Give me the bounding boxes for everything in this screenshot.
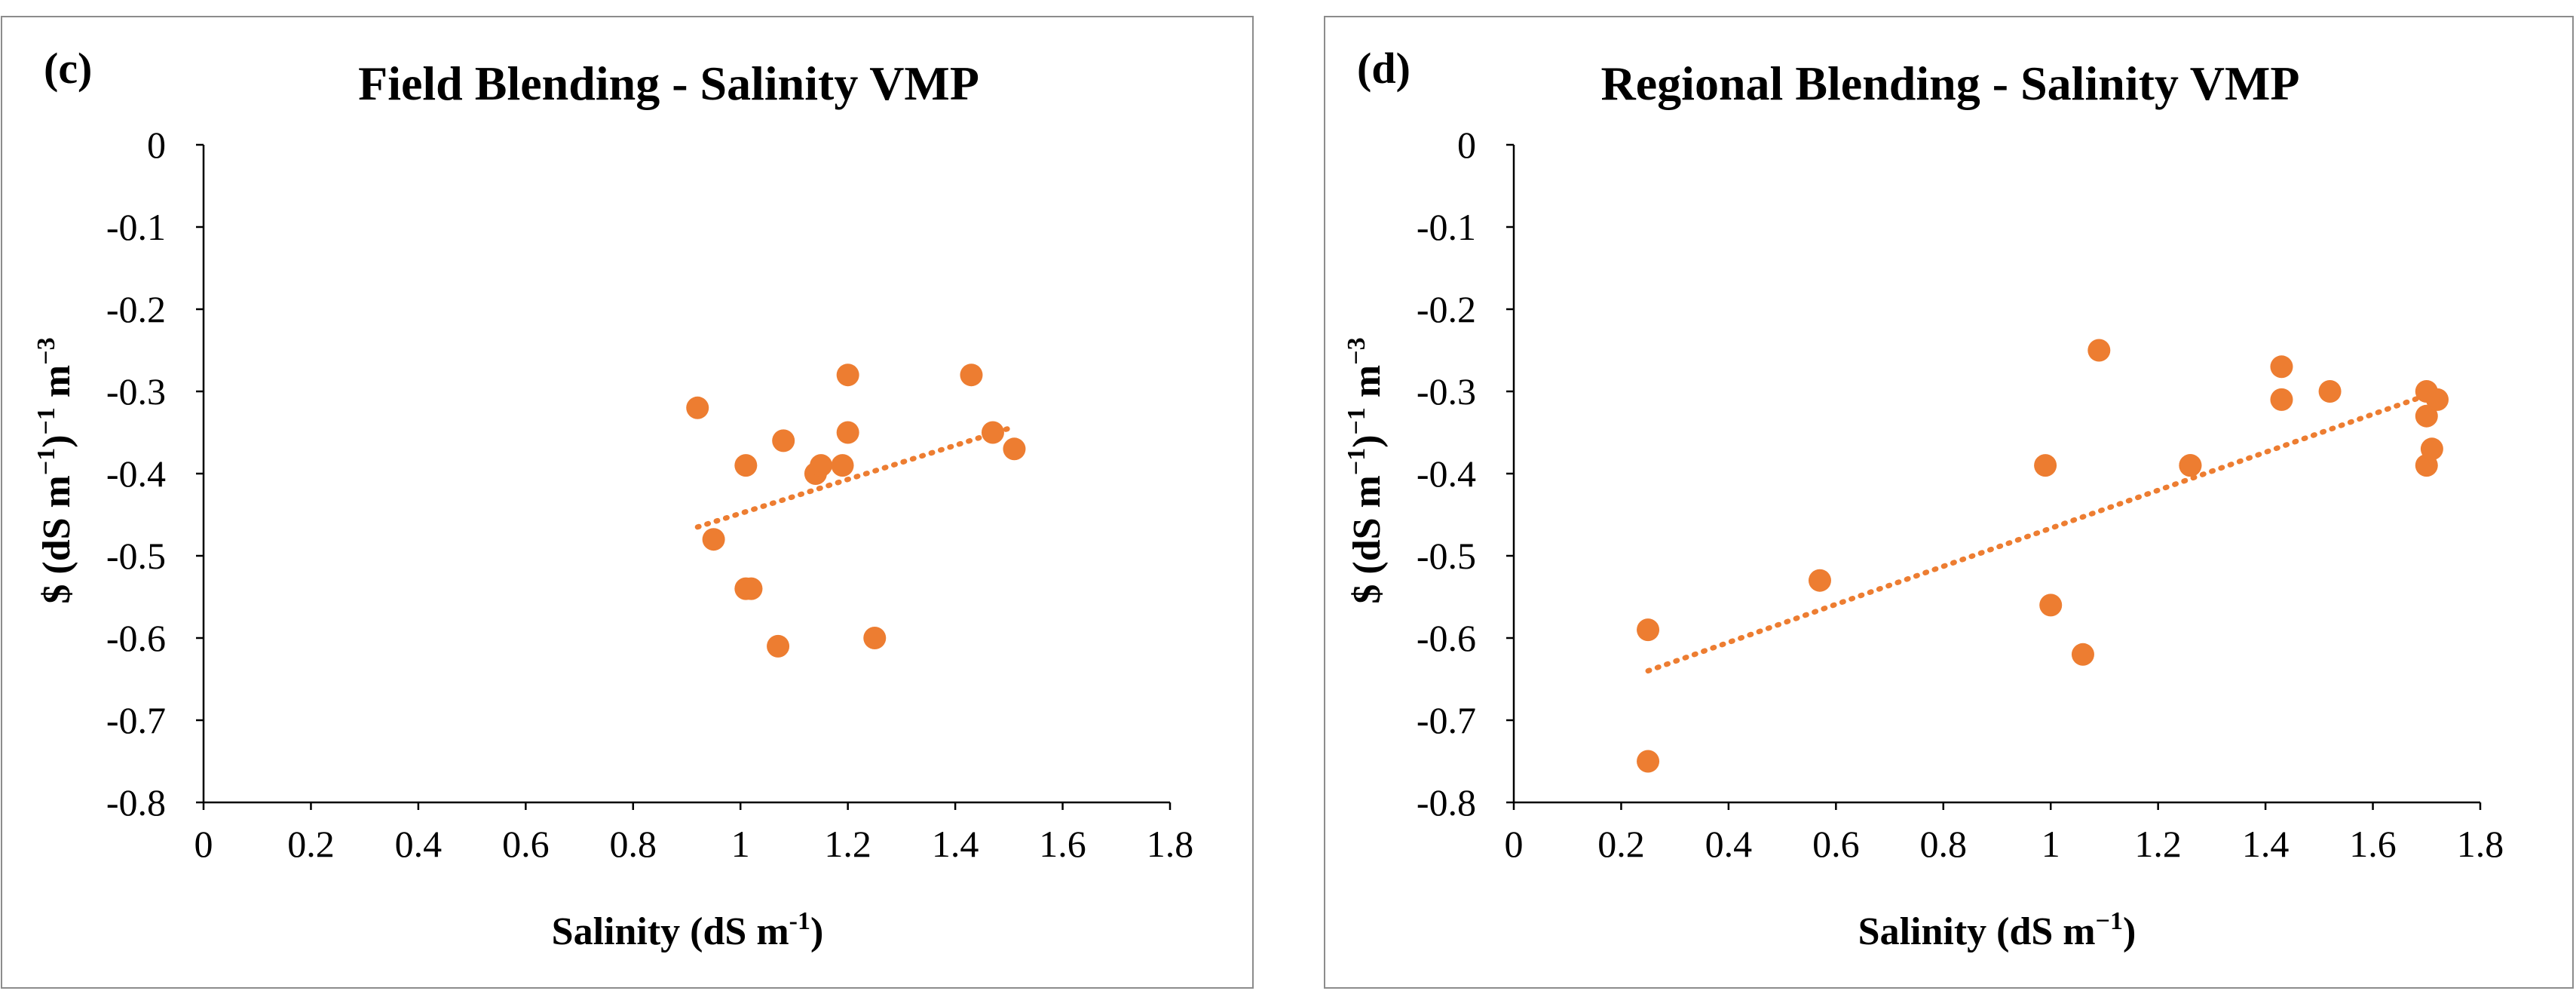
y-tick-label: -0.7 (106, 699, 166, 741)
panel-c-letter: (c) (44, 44, 92, 93)
x-tick-label: 0 (1505, 823, 1524, 865)
data-point (1808, 569, 1831, 592)
data-point (981, 421, 1004, 444)
data-point (1003, 437, 1026, 461)
y-tick-label: -0.3 (1417, 370, 1476, 413)
x-tick-label: 1.6 (2349, 823, 2397, 865)
data-point (831, 454, 854, 477)
panel-d-axes: 0 -0.1 -0.2 -0.3 -0.4 -0.5 -0.6 -0.7 -0.8 0 0.2 0.4… (1417, 124, 2504, 865)
x-tick-label: 0.2 (287, 823, 335, 865)
y-tick-label: -0.8 (1417, 781, 1476, 824)
data-point (2270, 355, 2293, 379)
x-tick-label: 1 (2042, 823, 2060, 865)
data-point (2071, 643, 2094, 666)
x-tick-label: 1.4 (932, 823, 979, 865)
x-tick-label: 0.6 (1812, 823, 1860, 865)
x-tick-label: 1.8 (2457, 823, 2504, 865)
panel-c: (c) Field Blending - Salinity VMP 0 -0.1 -… (1, 16, 1254, 989)
panel-c-frame (1, 16, 1254, 989)
y-tick-label: -0.1 (1417, 206, 1476, 248)
panel-d-x-axis-title: Salinity (dS m−1) (1858, 907, 2136, 953)
trendline (694, 425, 1012, 530)
x-tick-label: 0 (195, 823, 213, 865)
y-tick-label: -0.8 (106, 781, 166, 824)
data-point (2415, 404, 2438, 428)
data-point (2420, 437, 2443, 461)
data-point (1637, 618, 1660, 642)
data-point (863, 627, 887, 649)
y-tick-label: 0 (147, 124, 166, 166)
y-tick-label: -0.5 (1417, 535, 1476, 577)
y-tick-label: -0.6 (106, 617, 166, 659)
panel-d-y-axis-title: $ (dS m−1)−1 m−3 (1343, 337, 1389, 603)
data-point (836, 363, 859, 387)
y-tick-label: -0.6 (1417, 617, 1476, 659)
panel-c-y-axis-title: $ (dS m−1)−1 m−3 (32, 337, 78, 603)
y-tick-label: -0.1 (106, 206, 166, 248)
panel-c-x-axis-title: Salinity (dS m-1) (552, 907, 824, 953)
x-tick-label: 1.8 (1147, 823, 1194, 865)
x-tick-label: 1.6 (1039, 823, 1086, 865)
panel-d-letter: (d) (1357, 44, 1411, 93)
data-point (767, 634, 790, 658)
data-point (702, 528, 725, 551)
panel-c-axes: 0 -0.1 -0.2 -0.3 -0.4 -0.5 -0.6 -0.7 -0.8 0 0.2 0.4… (106, 124, 1193, 865)
data-point (734, 454, 758, 477)
y-tick-label: -0.4 (1417, 452, 1476, 495)
x-tick-label: 1.4 (2242, 823, 2290, 865)
x-tick-label: 0.6 (502, 823, 550, 865)
x-tick-label: 1.2 (2134, 823, 2182, 865)
y-tick-label: 0 (1457, 124, 1476, 166)
data-point (2087, 339, 2111, 362)
x-tick-label: 0.2 (1597, 823, 1645, 865)
trendline (1645, 388, 2440, 674)
data-point (2179, 454, 2202, 477)
data-point (1637, 750, 1660, 773)
x-tick-label: 1.2 (824, 823, 871, 865)
y-tick-label: -0.3 (106, 370, 166, 413)
data-point (740, 577, 763, 600)
data-point (960, 363, 983, 387)
data-point (2039, 594, 2063, 617)
y-tick-label: -0.2 (1417, 288, 1476, 330)
y-tick-label: -0.2 (106, 288, 166, 330)
y-tick-label: -0.5 (106, 535, 166, 577)
data-point (772, 429, 795, 452)
y-tick-label: -0.4 (106, 452, 166, 495)
x-tick-label: 0.8 (610, 823, 657, 865)
data-point (836, 421, 859, 444)
data-point (810, 454, 833, 477)
data-point (2426, 388, 2449, 411)
data-point (2318, 380, 2342, 403)
panel-d-title: Regional Blending - Salinity VMP (1601, 57, 2300, 110)
x-tick-label: 0.8 (1920, 823, 1968, 865)
panel-d-frame (1324, 16, 2574, 989)
data-point (686, 396, 709, 419)
panel-d: (d) Regional Blending - Salinity VMP 0 -0… (1324, 16, 2574, 989)
data-point (2270, 388, 2293, 411)
y-tick-label: -0.7 (1417, 699, 1476, 741)
data-point (2034, 454, 2057, 477)
x-tick-label: 0.4 (1705, 823, 1753, 865)
x-tick-label: 1 (731, 823, 750, 865)
panel-c-title: Field Blending - Salinity VMP (358, 57, 979, 110)
x-tick-label: 0.4 (395, 823, 443, 865)
